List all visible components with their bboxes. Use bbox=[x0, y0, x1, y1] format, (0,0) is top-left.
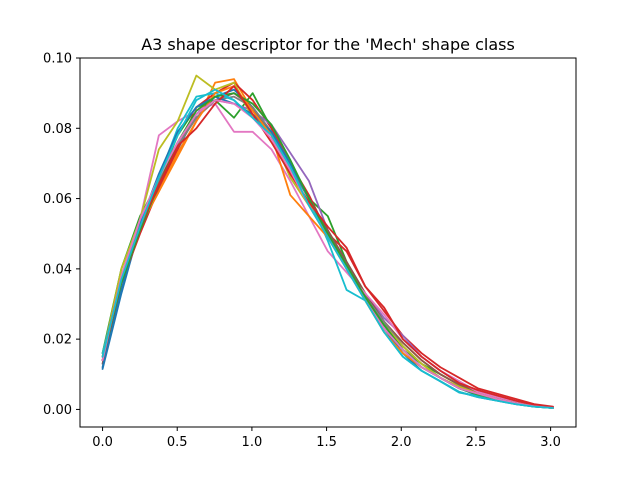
y-tick-label: 0.08 bbox=[43, 122, 72, 137]
x-axis: 0.0 0.5 1.0 1.5 2.0 2.5 3.0 bbox=[92, 427, 561, 450]
x-tick-label: 3.0 bbox=[540, 435, 561, 450]
chart-title: A3 shape descriptor for the 'Mech' shape… bbox=[141, 35, 515, 54]
plot-area bbox=[101, 74, 554, 409]
x-tick-label: 1.0 bbox=[242, 435, 263, 450]
series-line-14 bbox=[101, 85, 554, 409]
y-tick-label: 0.00 bbox=[43, 403, 72, 418]
x-tick-label: 2.0 bbox=[391, 435, 412, 450]
y-axis: 0.00 0.02 0.04 0.06 0.08 0.10 bbox=[43, 52, 80, 418]
y-tick-label: 0.06 bbox=[43, 192, 72, 207]
x-tick-label: 0.5 bbox=[167, 435, 188, 450]
series-line-10 bbox=[101, 92, 554, 409]
x-tick-label: 1.5 bbox=[316, 435, 337, 450]
axes-frame bbox=[79, 57, 577, 428]
x-tick-label: 0.0 bbox=[92, 435, 113, 450]
series-line-16 bbox=[101, 88, 554, 409]
y-tick-label: 0.10 bbox=[43, 52, 72, 67]
x-tick-label: 2.5 bbox=[466, 435, 487, 450]
y-tick-label: 0.04 bbox=[43, 262, 72, 277]
y-tick-label: 0.02 bbox=[43, 333, 72, 348]
